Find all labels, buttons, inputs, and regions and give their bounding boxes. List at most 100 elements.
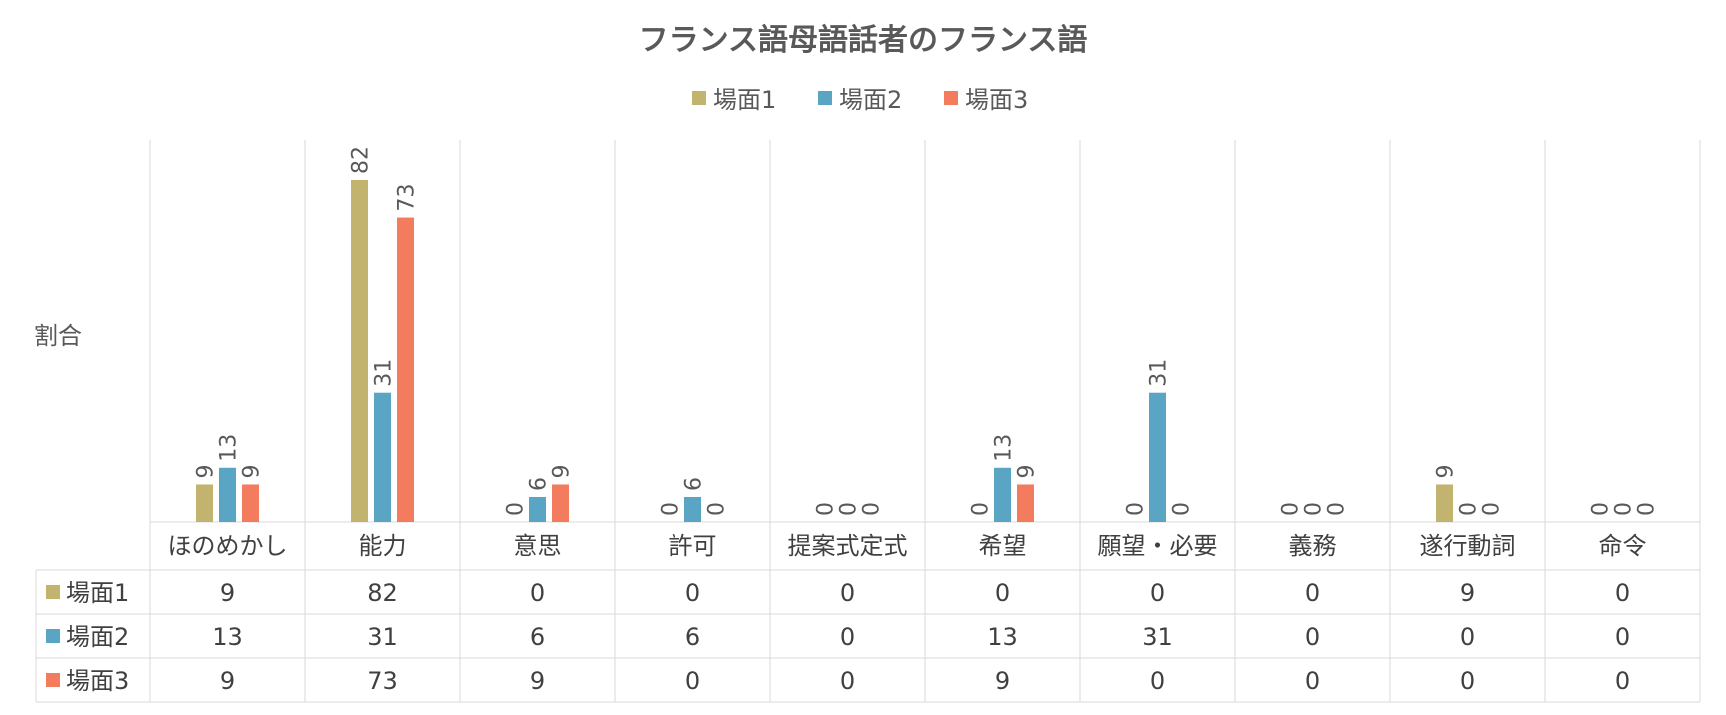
category-label: 許可 — [669, 532, 717, 560]
bar — [196, 484, 213, 522]
legend-swatch — [818, 91, 832, 105]
bar — [994, 467, 1011, 522]
bar — [529, 496, 546, 522]
data-label: 0 — [659, 502, 684, 516]
table-cell: 0 — [685, 579, 700, 607]
data-label: 9 — [1015, 464, 1040, 478]
table-cell: 6 — [685, 623, 700, 651]
table-cell: 0 — [840, 579, 855, 607]
table-cell: 0 — [1615, 579, 1630, 607]
bar — [1017, 484, 1034, 522]
data-label: 13 — [992, 434, 1017, 462]
data-label: 0 — [1612, 502, 1637, 516]
table-series-label: 場面2 — [66, 623, 129, 651]
legend-swatch — [692, 91, 706, 105]
table-cell: 0 — [1305, 667, 1320, 695]
bars — [196, 180, 1453, 522]
category-label: 意思 — [514, 532, 562, 560]
data-label: 9 — [550, 464, 575, 478]
legend-label: 場面2 — [839, 86, 902, 114]
bar — [351, 180, 368, 522]
table-cell: 73 — [367, 667, 398, 695]
data-label: 0 — [860, 502, 885, 516]
data-label: 0 — [1279, 502, 1304, 516]
data-label: 9 — [1434, 464, 1459, 478]
data-label: 13 — [217, 434, 242, 462]
table-cell: 0 — [685, 667, 700, 695]
y-axis-label: 割合 — [34, 322, 82, 350]
data-label: 6 — [682, 477, 707, 491]
data-label: 9 — [194, 464, 219, 478]
table-cell: 0 — [1460, 623, 1475, 651]
table-series-label: 場面1 — [66, 579, 129, 607]
data-label: 6 — [527, 477, 552, 491]
table-cell: 0 — [1150, 667, 1165, 695]
data-label: 0 — [1635, 502, 1660, 516]
table-legend-swatch — [46, 673, 60, 687]
category-label: ほのめかし — [168, 532, 288, 560]
data-label: 0 — [1170, 502, 1195, 516]
table-cell: 0 — [530, 579, 545, 607]
table-cell: 9 — [220, 667, 235, 695]
table-cell: 82 — [367, 579, 398, 607]
table-cell: 0 — [995, 579, 1010, 607]
data-label: 9 — [240, 464, 265, 478]
table-cell: 31 — [367, 623, 398, 651]
bar — [397, 217, 414, 522]
table-cell: 13 — [987, 623, 1018, 651]
table-cell: 0 — [1150, 579, 1165, 607]
table-legend-swatch — [46, 629, 60, 643]
category-label: 能力 — [359, 532, 407, 560]
bar — [552, 484, 569, 522]
data-label: 0 — [1457, 502, 1482, 516]
data-label: 0 — [1302, 502, 1327, 516]
data-label: 31 — [372, 359, 397, 387]
data-label: 0 — [1124, 502, 1149, 516]
table-cell: 0 — [1615, 623, 1630, 651]
bar — [242, 484, 259, 522]
table-cell: 6 — [530, 623, 545, 651]
category-label: 提案式定式 — [788, 532, 908, 560]
data-label: 0 — [1589, 502, 1614, 516]
data-label: 0 — [814, 502, 839, 516]
chart-title: フランス語母語話者のフランス語 — [639, 23, 1088, 58]
data-label: 0 — [837, 502, 862, 516]
category-label: 希望 — [979, 532, 1027, 560]
legend-label: 場面1 — [713, 86, 776, 114]
category-label: 命令 — [1599, 532, 1647, 560]
table-cell: 0 — [1305, 623, 1320, 651]
bar — [1436, 484, 1453, 522]
table-legend-swatch — [46, 585, 60, 599]
data-label: 73 — [395, 184, 420, 212]
data-label: 0 — [1480, 502, 1505, 516]
table-cell: 9 — [220, 579, 235, 607]
legend: 場面1 場面2 場面3 — [692, 86, 1028, 114]
bar — [1149, 392, 1166, 522]
bar — [219, 467, 236, 522]
table-cell: 0 — [1305, 579, 1320, 607]
legend-swatch — [944, 91, 958, 105]
table-cell: 13 — [212, 623, 243, 651]
gridlines — [35, 140, 1701, 703]
data-label: 31 — [1147, 359, 1172, 387]
table-cell: 31 — [1142, 623, 1173, 651]
data-label: 0 — [705, 502, 730, 516]
data-label: 0 — [969, 502, 994, 516]
table-cell: 0 — [840, 623, 855, 651]
data-label: 0 — [1325, 502, 1350, 516]
table-series-label: 場面3 — [66, 667, 129, 695]
data-label: 0 — [504, 502, 529, 516]
legend-label: 場面3 — [965, 86, 1028, 114]
bar — [684, 496, 701, 522]
category-label: 義務 — [1289, 532, 1337, 560]
category-label: 遂行動詞 — [1420, 532, 1516, 560]
bar — [374, 392, 391, 522]
table-cell: 9 — [530, 667, 545, 695]
table-cell: 0 — [1615, 667, 1630, 695]
table-cell: 0 — [840, 667, 855, 695]
table-cell: 9 — [995, 667, 1010, 695]
data-label: 82 — [349, 146, 374, 174]
